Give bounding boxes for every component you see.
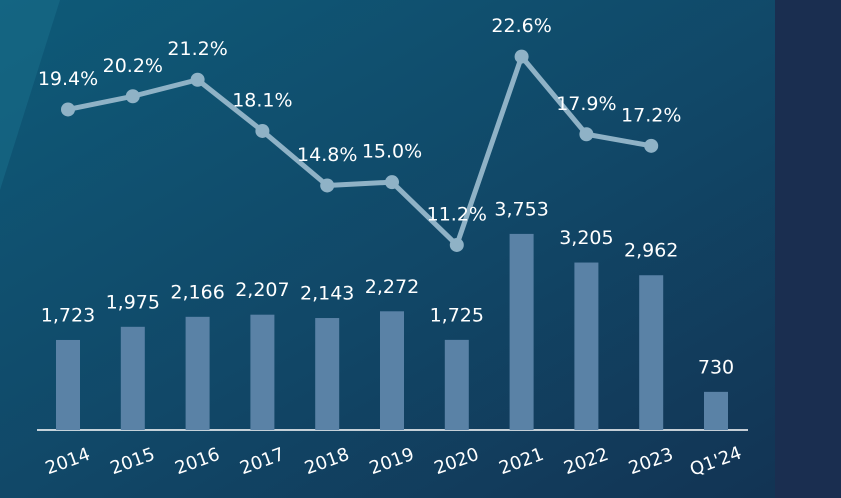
bar-value-label: 2,962 bbox=[624, 240, 678, 262]
line-point bbox=[385, 175, 399, 190]
bar-value-label: 1,723 bbox=[41, 304, 95, 326]
bar bbox=[639, 275, 664, 430]
bar bbox=[574, 262, 599, 430]
bar bbox=[509, 233, 534, 430]
line-value-label: 21.2% bbox=[167, 38, 227, 60]
bar bbox=[185, 316, 210, 430]
line-value-label: 20.2% bbox=[103, 55, 163, 77]
line-value-label: 15.0% bbox=[362, 141, 422, 163]
line-value-label: 14.8% bbox=[297, 144, 357, 166]
bar bbox=[444, 339, 469, 430]
line-point bbox=[61, 102, 75, 117]
line-value-label: 19.4% bbox=[38, 68, 98, 90]
line-point bbox=[579, 127, 594, 142]
side-panel bbox=[775, 0, 841, 498]
decor bbox=[0, 0, 60, 190]
line-value-label: 22.6% bbox=[491, 15, 551, 37]
bar-value-label: 3,753 bbox=[494, 198, 548, 220]
line-point bbox=[514, 49, 529, 64]
line-value-label: 18.1% bbox=[232, 89, 292, 111]
line-value-label: 17.2% bbox=[621, 104, 681, 126]
line-value-label: 17.9% bbox=[556, 93, 616, 115]
line-point bbox=[644, 138, 659, 153]
bar-value-label: 2,143 bbox=[300, 283, 354, 305]
bar-value-label: 1,975 bbox=[106, 291, 160, 313]
line-value-label: 11.2% bbox=[427, 203, 487, 225]
bar bbox=[120, 326, 145, 430]
line-point bbox=[449, 237, 464, 252]
bar bbox=[250, 314, 275, 430]
bar bbox=[380, 311, 404, 430]
line-point bbox=[125, 89, 140, 104]
bar bbox=[56, 339, 80, 430]
bar-value-label: 2,166 bbox=[170, 281, 224, 303]
bar bbox=[315, 318, 340, 430]
bar-value-label: 730 bbox=[698, 356, 734, 378]
bar-value-label: 2,207 bbox=[235, 279, 289, 301]
line-point bbox=[255, 123, 270, 138]
line-point bbox=[190, 72, 205, 87]
bar bbox=[704, 391, 728, 430]
bar-value-label: 3,205 bbox=[559, 227, 613, 249]
line bbox=[67, 54, 652, 248]
bar-value-label: 1,725 bbox=[430, 304, 484, 326]
bar-value-label: 2,272 bbox=[365, 276, 419, 298]
line-point bbox=[320, 178, 335, 193]
